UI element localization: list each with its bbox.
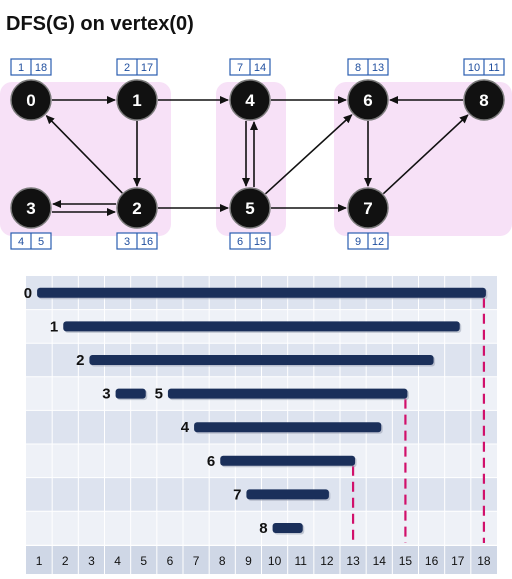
discovery-time: 9	[355, 236, 361, 248]
edge-7-to-8	[382, 114, 469, 195]
vertex-circle	[10, 79, 52, 121]
finish-time: 16	[141, 236, 153, 248]
vertex-1: 1 2 17	[116, 58, 158, 121]
page-title: DFS(G) on vertex(0)	[6, 13, 194, 35]
vertex-label: 5	[245, 199, 254, 218]
vertex-label: 3	[26, 199, 35, 218]
vertex-label: 2	[132, 199, 141, 218]
timeline-row-label: 0	[24, 285, 32, 302]
timeline-row-label: 8	[259, 520, 267, 537]
vertex-label: 4	[245, 91, 255, 110]
vertex-label: 0	[26, 91, 35, 110]
discovery-time: 4	[18, 236, 24, 248]
timeline-row-label: 3	[102, 386, 110, 403]
vertex-2: 2 3 16	[116, 187, 158, 250]
axis-tick-label: 12	[320, 554, 334, 568]
time-box: 3 16	[116, 232, 158, 250]
axis-tick-label: 13	[346, 554, 360, 568]
discovery-time: 6	[237, 236, 243, 248]
vertex-circle	[229, 187, 271, 229]
discovery-time: 2	[124, 62, 130, 74]
interval-bar-vertex-7	[246, 489, 329, 500]
timeline-row-label: 1	[50, 318, 58, 335]
axis-tick-label: 5	[140, 554, 147, 568]
interval-bar-vertex-4	[194, 422, 382, 433]
interval-bar-vertex-5	[167, 388, 408, 399]
finish-time: 13	[372, 62, 384, 74]
axis-tick-label: 18	[477, 554, 491, 568]
interval-bar-vertex-6	[220, 455, 356, 466]
vertex-circle	[463, 79, 505, 121]
axis-tick-label: 14	[373, 554, 387, 568]
vertex-circle	[347, 79, 389, 121]
axis-tick-label: 15	[399, 554, 413, 568]
finish-time: 11	[488, 62, 499, 74]
axis-tick-label: 8	[219, 554, 226, 568]
axis-tick-label: 17	[451, 554, 465, 568]
axis-tick-label: 2	[62, 554, 69, 568]
timeline-row-label: 2	[76, 352, 84, 369]
vertex-label: 8	[479, 91, 488, 110]
time-box: 9 12	[347, 232, 389, 250]
axis-tick-label: 4	[114, 554, 121, 568]
time-box: 7 14	[229, 58, 271, 76]
vertex-circle	[116, 187, 158, 229]
axis-tick-label: 10	[268, 554, 282, 568]
interval-bar-vertex-8	[272, 523, 303, 533]
vertex-label: 1	[132, 91, 141, 110]
discovery-time: 1	[18, 62, 24, 74]
time-box: 6 15	[229, 232, 271, 250]
time-box: 10 11	[463, 58, 505, 76]
interval-bar-vertex-0	[37, 287, 486, 298]
vertex-label: 7	[363, 199, 372, 218]
interval-bar-vertex-1	[63, 321, 460, 332]
vertex-circle	[116, 79, 158, 121]
axis-tick-label: 1	[36, 554, 43, 568]
finish-time: 12	[372, 236, 384, 248]
finish-time: 18	[35, 62, 47, 74]
time-box: 1 18	[10, 58, 52, 76]
discovery-time: 7	[237, 62, 243, 74]
edge-layer	[45, 96, 469, 216]
axis-tick-label: 6	[167, 554, 174, 568]
interval-bar-vertex-3	[115, 388, 146, 399]
finish-time: 5	[38, 236, 44, 248]
vertex-8: 8 10 11	[463, 58, 505, 121]
vertex-label: 6	[363, 91, 372, 110]
discovery-time: 10	[468, 62, 480, 74]
edge-2-to-0	[45, 114, 123, 194]
vertex-3: 34 5	[10, 187, 52, 250]
edge-5-to-6	[264, 114, 353, 195]
finish-time: 15	[254, 236, 266, 248]
discovery-time: 3	[124, 236, 130, 248]
vertex-0: 0 1 18	[10, 58, 52, 121]
vertex-5: 5 6 15	[229, 187, 271, 250]
time-box: 8 13	[347, 58, 389, 76]
discovery-time: 8	[355, 62, 361, 74]
vertex-circle	[10, 187, 52, 229]
vertex-7: 7 9 12	[347, 187, 389, 250]
axis-tick-label: 16	[425, 554, 439, 568]
finish-time: 17	[141, 62, 153, 74]
finish-time: 14	[254, 62, 266, 74]
vertex-circle	[229, 79, 271, 121]
vertex-4: 4 7 14	[229, 58, 271, 121]
interval-bar-vertex-2	[89, 355, 434, 365]
axis-tick-label: 3	[88, 554, 95, 568]
timeline-row-label: 5	[155, 386, 163, 403]
time-box: 2 17	[116, 58, 158, 76]
vertex-circle	[347, 187, 389, 229]
timeline-row-label: 6	[207, 453, 215, 470]
axis-tick-label: 7	[193, 554, 200, 568]
axis-tick-label: 9	[245, 554, 252, 568]
vertex-6: 6 8 13	[347, 58, 389, 121]
axis-tick-label: 11	[295, 554, 308, 568]
timeline-row-label: 7	[233, 486, 241, 503]
timeline-row-label: 4	[181, 419, 190, 436]
